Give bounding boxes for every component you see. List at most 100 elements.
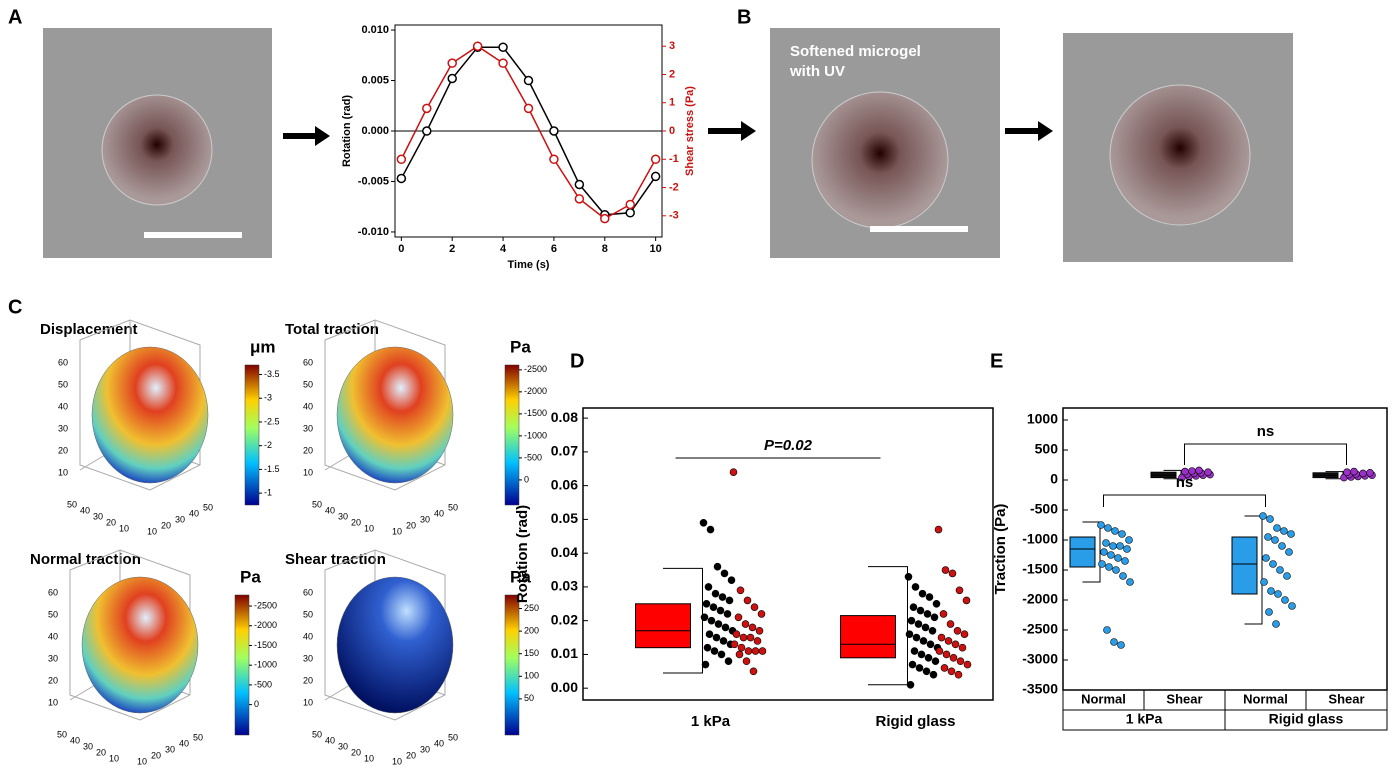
data-point [748,623,757,632]
data-point [953,626,962,635]
y-tick-label: 30 [165,744,175,754]
colorbar [244,364,260,506]
data-point [921,623,930,632]
x-tick-label: 20 [96,747,106,757]
data-point [1266,515,1274,523]
x-tick-label: 30 [93,511,103,521]
data-point [1267,587,1275,595]
x-tick-label: Normal [1243,691,1288,706]
data-point [574,194,585,204]
data-point [523,103,534,114]
z-tick-label: 50 [303,609,313,619]
data-point [721,623,730,632]
subplot-title: Normal traction [30,551,141,568]
colorbar [504,364,520,506]
z-tick-label: 30 [303,423,313,433]
data-point [1264,533,1272,541]
data-point [1359,469,1367,478]
colorbar-tick-label: -3 [264,393,272,403]
data-point [498,58,508,68]
whisker [868,566,908,686]
data-point [935,647,944,655]
y-tick-label: 0.01 [551,645,578,661]
colorbar-unit: μm [250,337,276,356]
data-point [1272,620,1280,628]
y-tick-label: 0.00 [551,679,578,695]
sphere [91,346,209,484]
data-point [904,572,913,581]
data-point [1269,560,1277,568]
x-tick-label: 20 [106,517,116,527]
colorbar-tick-label: -1000 [524,430,547,440]
data-point [1287,530,1295,538]
data-point [729,468,738,476]
series-line [400,45,657,220]
data-point [730,640,739,649]
data-point [650,154,661,165]
y2-axis-label: Shear stress (Pa) [684,86,696,176]
data-point [1109,542,1117,550]
data-point [912,633,921,642]
colorbar-tick-label: 50 [524,693,534,703]
data-point [716,606,725,615]
data-point [735,650,744,659]
sphere [336,576,454,714]
y-tick-label: -2500 [1022,621,1058,637]
data-point [707,616,716,625]
data-point [757,610,766,618]
z-tick-label: 40 [303,631,313,641]
data-point [1274,590,1282,598]
colorbar-unit: Pa [510,337,531,356]
data-point [926,640,935,649]
x-tick-label: 6 [551,243,557,255]
data-point [1265,608,1273,616]
colorbar-tick-label: -2500 [524,364,547,374]
box [840,615,896,659]
data-point [931,657,940,665]
data-point [963,660,972,669]
data-point [1343,468,1351,477]
z-tick-label: 30 [303,653,313,663]
data-point [948,569,957,578]
y-tick-label: 40 [189,508,199,518]
data-point [746,633,755,642]
data-point [710,647,719,655]
data-point [706,525,715,534]
data-point [1273,524,1281,532]
data-point [1350,467,1358,476]
data-point [1278,542,1286,550]
y-tick-label: 30 [420,744,430,754]
data-point [1103,626,1111,634]
x-tick-label: 50 [67,499,77,509]
x-tick-label: Shear [1166,691,1202,706]
y-tick-label: 40 [179,738,189,748]
data-point [962,596,971,605]
data-point [928,626,937,635]
x-tick-label: 0 [398,243,404,255]
z-tick-label: 60 [58,357,68,367]
y-tick-label: 10 [137,756,147,766]
z-tick-label: 60 [303,587,313,597]
data-point [1366,468,1374,477]
y-tick-label: 10 [392,756,402,766]
data-point [922,667,931,676]
y2-tick-label: -2 [669,181,679,193]
x-tick-label: 50 [312,499,322,509]
data-point [918,589,927,598]
y-tick-label: 20 [406,750,416,760]
data-point [1259,512,1267,520]
z-tick-label: 50 [58,379,68,389]
data-point [934,525,943,534]
data-point [915,664,924,672]
y-tick-label: -0.010 [358,226,389,238]
data-point [930,613,939,622]
data-point [744,647,753,655]
y-axis-label: Rotation (rad) [341,95,353,167]
data-point [741,620,750,628]
y-tick-label: 50 [448,502,458,512]
x-tick-label: 1 kPa [691,713,731,730]
data-point [720,569,729,578]
data-point [549,154,559,165]
annotation: P=0.02 [764,437,813,454]
panel-label: A [8,6,22,28]
